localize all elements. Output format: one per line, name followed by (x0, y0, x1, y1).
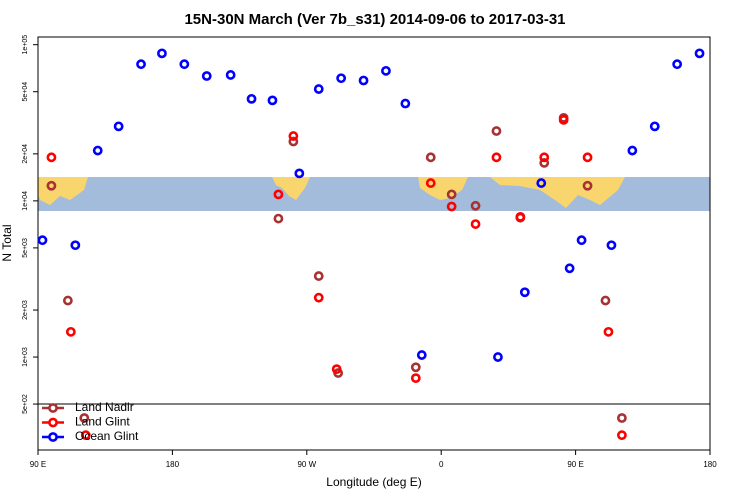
point (627, 145, 638, 156)
point (246, 93, 257, 104)
point (336, 73, 347, 84)
land (272, 177, 310, 200)
point (46, 152, 57, 163)
point (539, 158, 550, 168)
point (288, 131, 299, 141)
point (558, 114, 569, 125)
point (515, 211, 526, 222)
point (136, 59, 146, 70)
point (313, 271, 324, 281)
point (493, 352, 503, 362)
point (92, 145, 103, 156)
point (672, 59, 683, 70)
y-tick-label: 5e+03 (22, 238, 29, 258)
y-tick-label: 2e+03 (22, 300, 29, 320)
point (425, 152, 436, 163)
point (694, 48, 705, 59)
point (80, 430, 91, 441)
point (416, 350, 427, 360)
point (600, 295, 611, 306)
point (446, 189, 457, 200)
legend-label: Ocean Glint (75, 429, 139, 443)
point (62, 295, 73, 306)
x-tick-label: 90 E (30, 460, 46, 469)
point (179, 59, 190, 70)
chart-title: 15N-30N March (Ver 7b_s31) 2014-09-06 to… (184, 11, 565, 28)
legend-label: Land Glint (75, 415, 130, 429)
point (225, 70, 236, 80)
y-tick-label: 1e+04 (22, 191, 29, 211)
point (491, 152, 502, 163)
point (603, 326, 614, 337)
land (38, 177, 88, 205)
point (313, 292, 324, 303)
point (381, 65, 391, 76)
legend-label: Land Nadir (75, 400, 134, 414)
point (313, 84, 324, 94)
map-band (38, 177, 710, 211)
point (79, 413, 90, 423)
point (582, 180, 593, 191)
y-tick-label: 1e+05 (22, 35, 29, 55)
point (70, 240, 81, 251)
x-tick-label: 90 W (297, 460, 316, 469)
point (649, 121, 660, 132)
point (288, 136, 299, 147)
point (425, 178, 436, 188)
point (201, 71, 212, 81)
point (37, 235, 48, 246)
y-tick-label: 5e+02 (22, 394, 29, 414)
x-tick-label: 90 E (567, 460, 583, 469)
point (157, 48, 167, 59)
point (113, 121, 124, 132)
point (46, 180, 57, 191)
point (519, 287, 530, 298)
point (410, 373, 421, 384)
y-axis-label: N Total (0, 224, 14, 261)
point (536, 178, 547, 188)
point (582, 152, 593, 163)
point (539, 152, 550, 163)
point (606, 240, 617, 251)
point (267, 95, 278, 106)
point (273, 189, 284, 200)
point (470, 200, 481, 211)
x-tick-label: 0 (439, 460, 444, 469)
x-axis-label: Longitude (deg E) (326, 475, 421, 489)
x-tick-label: 180 (166, 460, 180, 469)
point (273, 213, 284, 224)
point (400, 98, 411, 109)
point (294, 168, 305, 179)
point (446, 201, 457, 212)
point (331, 364, 342, 375)
point (410, 362, 421, 373)
point (616, 430, 627, 441)
point (358, 75, 369, 86)
legend-marker (48, 417, 58, 428)
x-tick-label: 180 (703, 460, 717, 469)
point (564, 263, 575, 274)
point (65, 326, 76, 337)
point (470, 219, 481, 229)
legend-marker (48, 432, 58, 442)
y-tick-label: 2e+04 (22, 144, 29, 164)
legend-marker (48, 403, 58, 413)
y-tick-label: 1e+03 (22, 347, 29, 367)
point (616, 413, 627, 423)
plot-frame (37, 36, 711, 451)
y-tick-label: 5e+04 (22, 82, 29, 102)
point (491, 126, 502, 136)
point (576, 235, 587, 246)
